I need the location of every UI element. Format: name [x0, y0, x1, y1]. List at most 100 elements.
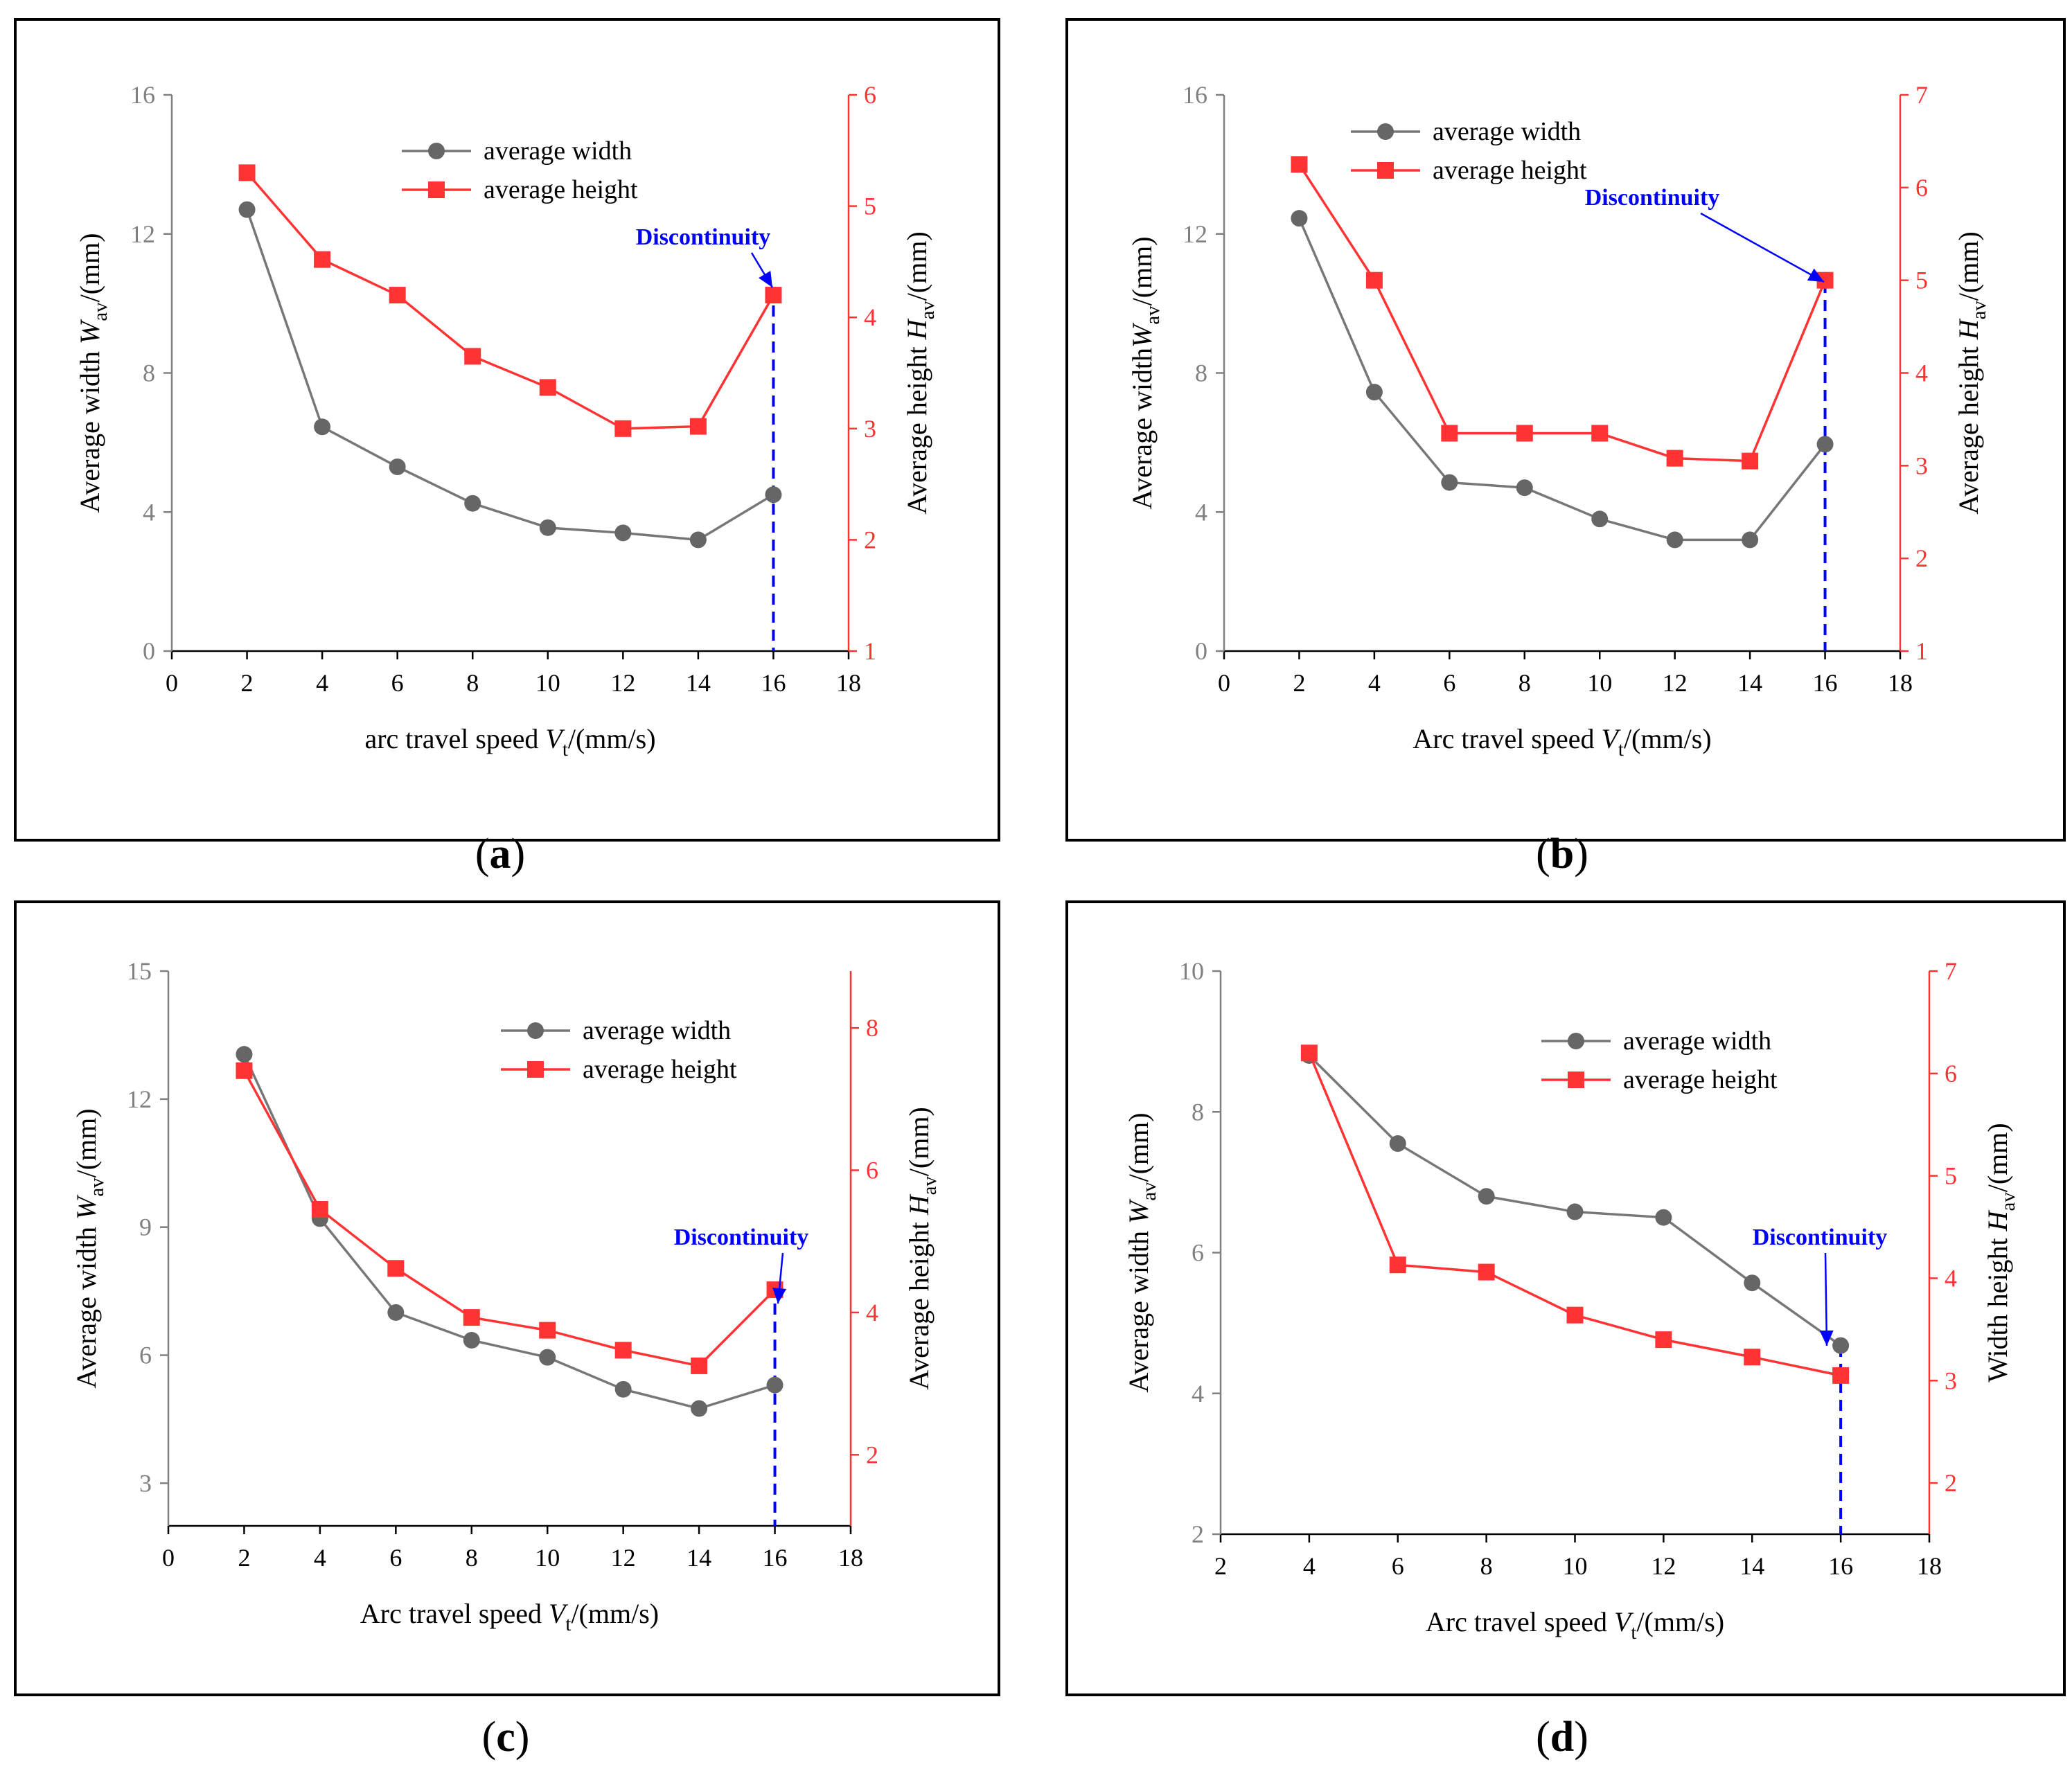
y-left-tick-label: 6 — [1192, 1239, 1204, 1267]
x-axis-label-sub: t — [1618, 738, 1624, 761]
y-right-tick-label: 5 — [864, 193, 876, 220]
y-right-axis-label: Width height Hav/(mm) — [1982, 1123, 2019, 1382]
legend-marker-circle — [527, 1022, 544, 1039]
y-left-tick-label: 12 — [1183, 220, 1207, 248]
data-point-width — [1591, 510, 1609, 528]
x-tick-label: 12 — [611, 1544, 636, 1572]
data-point-height — [463, 1309, 480, 1326]
data-point-height — [1742, 452, 1759, 470]
y-left-axis-label: Average width Wav/(mm) — [1123, 1112, 1160, 1392]
y-left-tick-label: 8 — [1195, 359, 1207, 387]
x-axis-label-main: Arc travel speed — [360, 1598, 549, 1629]
y-left-tick-label: 16 — [130, 81, 155, 109]
x-tick-label: 8 — [1518, 669, 1531, 697]
x-tick-label: 4 — [314, 1544, 326, 1572]
x-axis-label-sub: t — [1631, 1621, 1636, 1644]
y-right-tick-label: 6 — [1915, 174, 1928, 202]
x-axis-label-main: arc travel speed — [364, 723, 545, 754]
x-tick-label: 16 — [1828, 1552, 1853, 1580]
x-axis-label-var: V — [549, 1598, 569, 1629]
legend-label-height: average height — [1433, 156, 1587, 185]
y-right-tick-label: 4 — [866, 1299, 878, 1326]
data-point-height — [689, 418, 707, 435]
data-point-width — [614, 524, 632, 542]
panel-caption: (d) — [1536, 1714, 1588, 1761]
x-tick-label: 12 — [1651, 1552, 1676, 1580]
y-left-tick-label: 12 — [127, 1085, 152, 1113]
x-axis-label-var: V — [1601, 723, 1621, 754]
x-tick-label: 8 — [466, 669, 479, 697]
data-point-width — [539, 519, 556, 536]
data-point-height — [1516, 425, 1533, 442]
x-tick-label: 14 — [686, 669, 711, 697]
y-left-tick-label: 4 — [1192, 1380, 1204, 1407]
legend-label-height: average height — [1623, 1065, 1778, 1094]
y-left-axis-label: Average width Wav/(mm) — [71, 1108, 108, 1388]
data-point-height — [311, 1201, 328, 1218]
y-right-axis-label-unit: /(mm) — [901, 231, 932, 301]
data-point-height — [1300, 1044, 1318, 1062]
data-point-width — [766, 1376, 783, 1394]
y-right-tick-label: 4 — [864, 303, 876, 331]
x-tick-label: 4 — [1368, 669, 1381, 697]
discontinuity-label: Discontinuity — [674, 1225, 809, 1250]
data-point-height — [691, 1357, 708, 1374]
data-point-height — [539, 1322, 556, 1339]
caption-letter: b — [1550, 830, 1574, 878]
data-point-width — [691, 1400, 708, 1417]
discontinuity-label: Discontinuity — [1753, 1225, 1888, 1250]
x-tick-label: 8 — [1480, 1552, 1493, 1580]
y-right-tick-label: 5 — [1945, 1162, 1957, 1190]
y-right-tick-label: 4 — [1945, 1264, 1957, 1292]
y-left-tick-label: 10 — [1179, 957, 1204, 985]
legend-marker-circle — [1568, 1033, 1584, 1049]
y-right-axis-label-main: Average height — [901, 339, 932, 514]
y-left-tick-label: 4 — [143, 498, 155, 526]
x-tick-label: 16 — [1813, 669, 1838, 697]
y-left-axis-label-var: W — [71, 1194, 102, 1220]
y-right-axis-label: Average height Hav/(mm) — [903, 1107, 941, 1390]
y-left-tick-label: 4 — [1195, 498, 1207, 526]
y-right-tick-label: 8 — [866, 1014, 878, 1042]
data-point-width — [1478, 1188, 1495, 1205]
legend-label-width: average width — [1433, 117, 1581, 146]
y-right-tick-label: 3 — [1915, 452, 1928, 479]
y-right-axis-label-var: H — [1982, 1209, 2013, 1232]
data-point-height — [464, 348, 481, 365]
y-right-tick-label: 2 — [864, 526, 876, 553]
x-tick-label: 14 — [687, 1544, 711, 1572]
data-point-height — [614, 1342, 632, 1359]
y-right-tick-label: 1 — [1915, 637, 1928, 665]
caption-open: ( — [482, 1714, 497, 1761]
y-right-tick-label: 5 — [1915, 267, 1928, 294]
data-point-width — [1816, 436, 1834, 453]
discontinuity-arrow-shaft — [1700, 212, 1825, 283]
y-right-axis-label-sub: av — [1997, 1192, 2019, 1211]
y-left-axis-label-sub: av — [86, 1177, 108, 1197]
y-left-axis-label-main: Average width — [71, 1220, 102, 1389]
discontinuity-arrow-shaft — [1824, 1252, 1828, 1346]
y-right-tick-label: 7 — [1915, 81, 1928, 109]
caption-letter: a — [490, 830, 511, 878]
x-tick-label: 14 — [1737, 669, 1762, 697]
discontinuity-arrow-head — [1819, 1330, 1834, 1346]
y-right-axis-label-var: H — [1953, 318, 1984, 340]
y-right-axis-label-sub: av — [919, 1176, 941, 1195]
y-left-axis-label-unit: /(mm) — [71, 1108, 102, 1177]
x-tick-label: 10 — [535, 1544, 560, 1572]
x-tick-label: 6 — [1443, 669, 1455, 697]
data-point-height — [1655, 1331, 1672, 1349]
y-left-axis-label-sub: av — [89, 302, 112, 321]
y-left-tick-label: 15 — [127, 957, 152, 985]
y-right-axis-label-var: H — [903, 1193, 935, 1216]
data-point-width — [1516, 479, 1533, 497]
data-point-height — [1591, 425, 1609, 442]
caption-letter: d — [1550, 1714, 1574, 1761]
y-left-axis-label-var: W — [1123, 1198, 1154, 1224]
data-point-width — [1832, 1337, 1850, 1354]
data-point-height — [1666, 450, 1683, 467]
data-point-width — [1291, 210, 1308, 227]
data-point-height — [1566, 1306, 1584, 1324]
y-left-tick-label: 2 — [1192, 1520, 1204, 1548]
